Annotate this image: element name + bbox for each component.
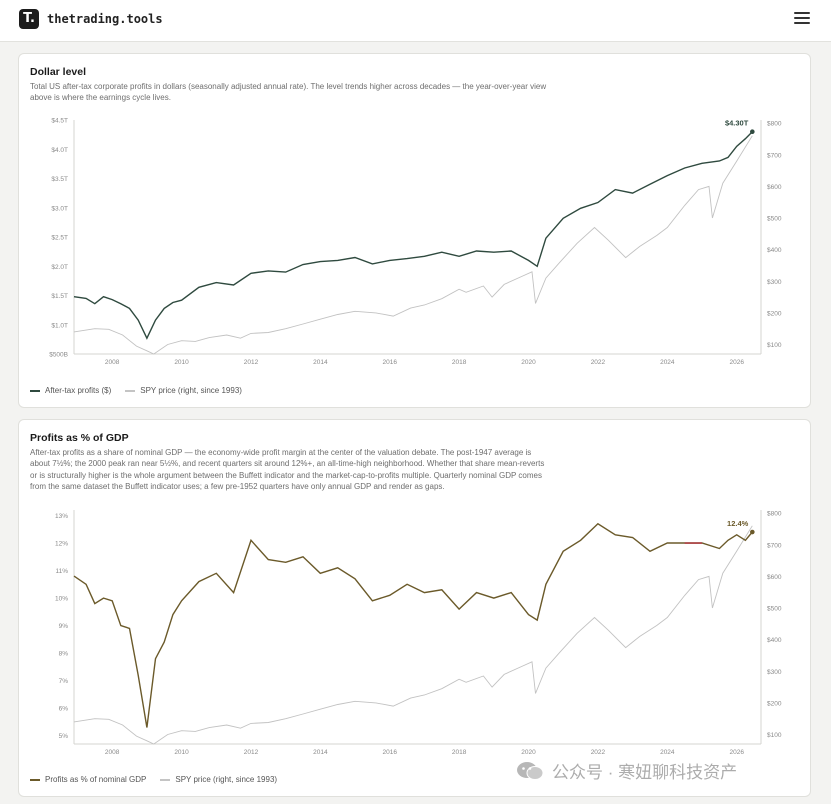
legend-label: Profits as % of nominal GDP — [45, 775, 147, 784]
profits-gdp-chart[interactable]: 5% 6% 7% 8% 9% 10% 11% 12% 13% $100 $200 $300 $400 $5… — [19, 506, 810, 766]
legend-label: SPY price (right, since 1993) — [140, 386, 242, 395]
y-left-tick-label: 10% — [55, 596, 68, 603]
y-left-tick-label: $500B — [49, 352, 68, 359]
top-bar: T. thetrading.tools — [0, 0, 831, 42]
y-right-tick-label: $500 — [767, 606, 782, 613]
end-value-label: $4.30T — [725, 119, 749, 128]
watermark-text: 公众号 · 寒妞聊科技资产 — [552, 763, 738, 782]
y-left-tick-label: $2.5T — [51, 235, 68, 242]
y-left-tick-label: $1.5T — [51, 293, 68, 300]
y-right-tick-label: $300 — [767, 279, 782, 286]
y-right-tick-label: $700 — [767, 542, 782, 549]
end-point-marker — [750, 529, 755, 535]
y-right-tick-label: $400 — [767, 247, 782, 254]
y-left-tick-label: $4.0T — [51, 147, 68, 154]
chart-title: Dollar level — [30, 66, 87, 78]
legend-label: SPY price (right, since 1993) — [175, 775, 278, 784]
x-tick-label: 2020 — [521, 359, 536, 366]
x-tick-label: 2024 — [660, 359, 675, 366]
legend-label: After-tax profits ($) — [45, 386, 112, 395]
chart-legend: Profits as % of nominal GDP SPY price (r… — [30, 775, 291, 784]
spy-price-line[interactable] — [73, 135, 753, 355]
legend-item-spy[interactable]: SPY price (right, since 1993) — [125, 386, 242, 395]
y-right-tick-label: $200 — [767, 310, 782, 317]
x-tick-label: 2026 — [729, 749, 744, 756]
profits-gdp-card: Profits as % of GDP After-tax profits as… — [18, 419, 811, 797]
y-right-tick-label: $300 — [767, 669, 782, 676]
end-point-marker — [750, 129, 755, 134]
y-right-tick-label: $600 — [767, 574, 782, 581]
legend-swatch — [30, 778, 40, 781]
y-right-tick-label: $500 — [767, 216, 782, 223]
x-tick-label: 2024 — [660, 749, 675, 756]
x-tick-label: 2014 — [313, 359, 328, 366]
chart-legend: After-tax profits ($) SPY price (right, … — [30, 386, 256, 395]
y-left-tick-label: 5% — [59, 733, 69, 740]
y-right-tick-label: $200 — [767, 700, 782, 707]
x-tick-label: 2010 — [174, 749, 189, 756]
logo-icon[interactable]: T. — [19, 9, 39, 29]
x-tick-label: 2016 — [383, 749, 398, 756]
watermark: 公众号 · 寒妞聊科技资产 — [516, 758, 737, 783]
brand-name[interactable]: thetrading.tools — [47, 12, 163, 26]
x-tick-label: 2018 — [452, 359, 467, 366]
main-series-line[interactable] — [73, 522, 753, 728]
legend-swatch — [160, 778, 171, 781]
legend-swatch — [125, 389, 136, 392]
legend-item-profits[interactable]: After-tax profits ($) — [30, 386, 111, 395]
y-right-tick-label: $100 — [767, 342, 782, 349]
chart-description: Total US after-tax corporate profits in … — [30, 82, 547, 103]
y-left-tick-label: $2.0T — [51, 264, 68, 271]
y-right-tick-label: $800 — [767, 511, 782, 518]
x-tick-label: 2012 — [244, 749, 259, 756]
y-left-tick-label: $3.5T — [51, 176, 68, 183]
x-tick-label: 2020 — [521, 749, 536, 756]
x-tick-label: 2022 — [591, 359, 606, 366]
legend-item-spy[interactable]: SPY price (right, since 1993) — [160, 775, 277, 784]
y-right-tick-label: $100 — [767, 732, 782, 739]
chart-description: After-tax profits as a share of nominal … — [30, 448, 545, 491]
y-left-tick-label: 9% — [59, 623, 69, 630]
x-tick-label: 2008 — [105, 359, 120, 366]
end-value-label: 12.4% — [727, 519, 749, 528]
x-tick-label: 2010 — [174, 359, 189, 366]
y-left-tick-label: 12% — [55, 541, 68, 548]
y-left-tick-label: 11% — [55, 568, 68, 575]
x-tick-label: 2014 — [313, 749, 328, 756]
x-tick-label: 2016 — [383, 359, 398, 366]
y-left-tick-label: 7% — [59, 678, 69, 685]
x-tick-label: 2012 — [244, 359, 259, 366]
legend-swatch — [30, 389, 40, 392]
y-right-tick-label: $400 — [767, 637, 782, 644]
x-tick-label: 2022 — [591, 749, 606, 756]
wechat-icon — [517, 761, 544, 780]
x-tick-label: 2008 — [105, 749, 120, 756]
y-left-tick-label: 6% — [59, 706, 69, 713]
hamburger-menu-icon[interactable] — [794, 12, 810, 26]
legend-item-profits-gdp[interactable]: Profits as % of nominal GDP — [30, 775, 146, 784]
y-left-tick-label: 13% — [55, 513, 68, 520]
y-left-tick-label: $3.0T — [51, 205, 68, 212]
y-left-tick-label: $4.5T — [51, 118, 68, 125]
spy-price-line[interactable] — [73, 525, 753, 745]
y-left-tick-label: 8% — [59, 651, 69, 658]
chart-title: Profits as % of GDP — [30, 432, 129, 444]
y-right-tick-label: $800 — [767, 121, 782, 128]
main-series-line[interactable] — [73, 131, 753, 340]
x-tick-label: 2018 — [452, 749, 467, 756]
dollar-level-card: Dollar level Total US after-tax corporat… — [18, 53, 811, 408]
dollar-level-chart[interactable]: $500B $1.0T $1.5T $2.0T $2.5T $3.0T $3.5T $4.0T… — [19, 116, 810, 376]
x-tick-label: 2026 — [729, 359, 744, 366]
y-left-tick-label: $1.0T — [51, 322, 68, 329]
y-right-tick-label: $600 — [767, 184, 782, 191]
y-right-tick-label: $700 — [767, 152, 782, 159]
